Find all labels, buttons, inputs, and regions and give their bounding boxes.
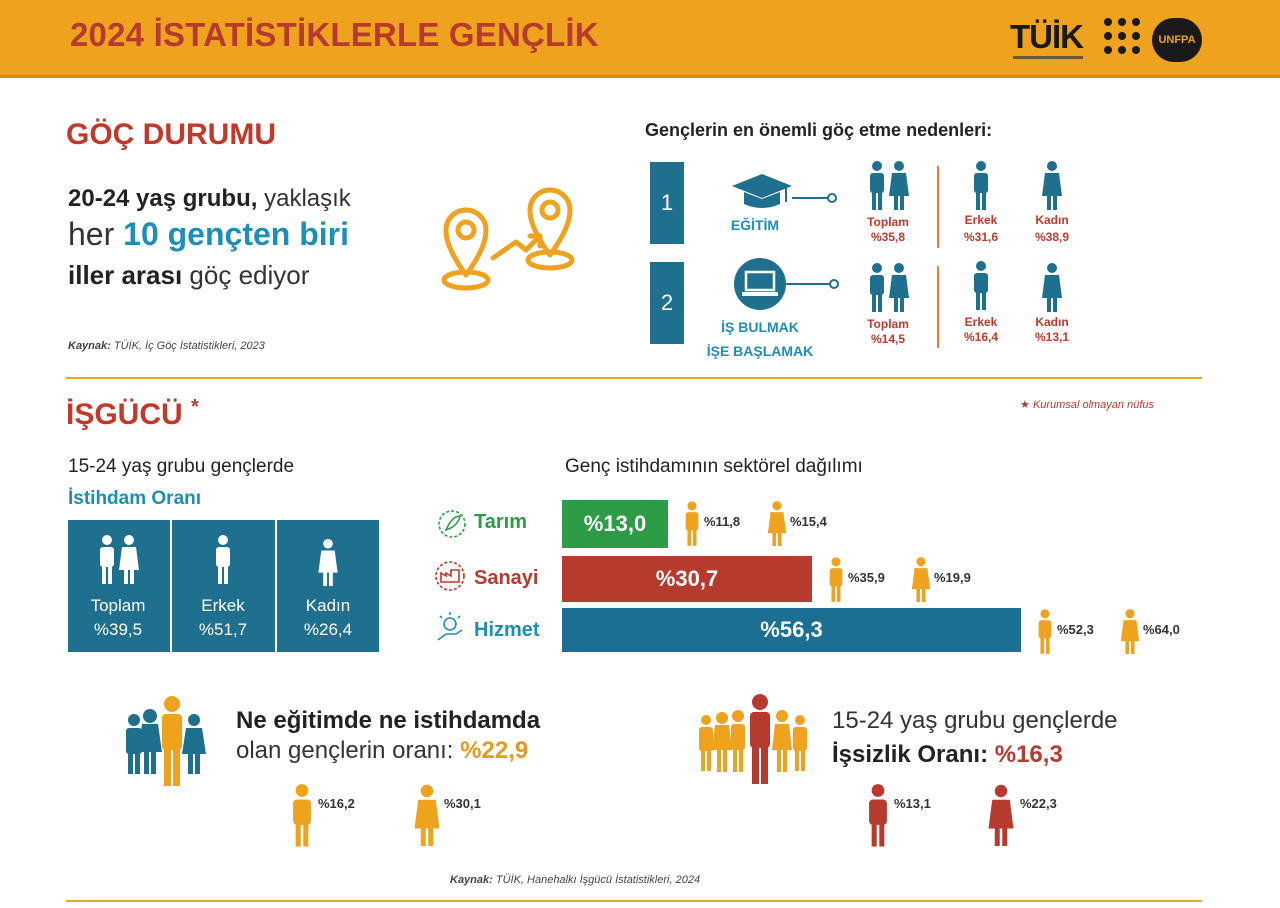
migration-line-3-bold: iller arası (68, 260, 183, 290)
reason-1-female-value: %38,9 (1034, 230, 1070, 244)
reason-2-number: 2 (650, 262, 684, 344)
reason-2-male-value: %16,4 (963, 330, 999, 344)
neet-male-value: %16,2 (318, 796, 355, 811)
reason-1-number: 1 (650, 162, 684, 244)
reason-1-total-value: %35,8 (870, 230, 906, 244)
migration-line-2-bold: 10 gençten biri (123, 216, 349, 252)
sector-male-value: %52,3 (1057, 622, 1094, 637)
male-icon (974, 161, 988, 210)
migration-line-3-rest: göç ediyor (182, 260, 310, 290)
unemployment-line-2: İşsizlik Oranı: %16,3 (832, 741, 1063, 768)
total-people-icon (870, 161, 909, 210)
map-pin-migration-icon (441, 187, 575, 291)
migration-line-2-pre: her (68, 216, 124, 252)
neet-line-2: olan gençlerin oranı: %22,9 (236, 737, 529, 764)
sector-female-value: %19,9 (934, 570, 971, 585)
service-icon (437, 612, 463, 641)
migration-line-1-rest: yaklaşık (257, 185, 351, 212)
tuik-logo-underline (1013, 56, 1083, 59)
female-icon (1042, 263, 1062, 312)
page-title: 2024 İSTATİSTİKLERLE GENÇLİK (70, 16, 599, 53)
reason-2-divider (937, 266, 939, 348)
reason-1-male-value: %31,6 (963, 230, 999, 244)
sector-male-value: %35,9 (848, 570, 885, 585)
employment-line-2: İstihdam Oranı (68, 488, 202, 509)
female-icon (1119, 608, 1141, 661)
migration-line-2: her 10 gençten biri (68, 216, 349, 253)
reasons-title: Gençlerin en önemli göç etme nedenleri: (645, 120, 993, 140)
employment-male: Erkek %51,7 (198, 596, 248, 639)
employment-box-separator (275, 520, 277, 652)
female-icon (1042, 161, 1062, 210)
male-icon (216, 535, 230, 584)
unemployment-male-value: %13,1 (894, 796, 931, 811)
group-people-icon (126, 696, 206, 786)
labor-title: İŞGÜCÜ * (66, 396, 199, 431)
industry-icon (435, 561, 465, 591)
sector-label: Hizmet (474, 619, 540, 641)
migration-title: GÖÇ DURUMU (66, 118, 276, 151)
reason-2-female-label: Kadın (1035, 315, 1069, 329)
employment-line-1: 15-24 yaş grubu gençlerde (68, 456, 295, 477)
labor-source: Kaynak: TÜİK, Hanehalkı İşgücü İstatisti… (450, 874, 701, 886)
male-icon (974, 261, 988, 310)
neet-value: %22,9 (460, 737, 529, 764)
male-icon (869, 784, 887, 847)
total-people-icon (870, 263, 909, 312)
sector-female-value: %15,4 (790, 514, 827, 529)
migration-source: Kaynak: TÜİK, İç Göç İstatistikleri, 202… (68, 340, 265, 352)
reason-1-divider (937, 166, 939, 248)
employment-female: Kadın %26,4 (303, 596, 353, 639)
female-icon (318, 538, 338, 587)
migration-line-1-bold: 20-24 yaş grubu, (68, 185, 258, 212)
sector-label: Sanayi (474, 567, 539, 589)
reason-2-total-value: %14,5 (870, 332, 906, 346)
sector-bar: %13,0 (562, 500, 668, 548)
reason-2-label-line-2: İŞE BAŞLAMAK (706, 343, 814, 359)
neet-female-value: %30,1 (444, 796, 481, 811)
reason-2-female-value: %13,1 (1034, 330, 1070, 344)
male-icon (293, 784, 311, 847)
tuik-logo: TÜİK (1010, 18, 1084, 55)
labor-note: ★ Kurumsal olmayan nüfus (1020, 399, 1154, 411)
reason-1-female-label: Kadın (1035, 213, 1069, 227)
female-icon (988, 784, 1014, 846)
sector-male-value: %11,8 (704, 514, 741, 529)
male-icon (682, 500, 702, 553)
group-people-icon (699, 694, 807, 784)
reason-1-total-label: Toplam (867, 215, 909, 229)
header-bar (0, 0, 1280, 78)
male-icon (1035, 608, 1055, 661)
bottom-divider (66, 900, 1202, 902)
laptop-icon (734, 258, 839, 310)
sector-bar: %56,3 (562, 608, 1021, 652)
sector-female-value: %64,0 (1143, 622, 1180, 637)
reason-1-male-label: Erkek (964, 213, 998, 227)
employment-total: Toplam %39,5 (90, 596, 146, 639)
migration-line-3: iller arası göç ediyor (68, 260, 309, 290)
female-icon (766, 500, 788, 553)
unfpa-logo: UNFPA (1152, 18, 1202, 62)
graduation-cap-icon (732, 174, 837, 208)
employment-box-separator (170, 520, 172, 652)
reason-2-label-line-1: İŞ BULMAK (721, 319, 799, 335)
agriculture-icon (438, 510, 466, 538)
unemployment-value: %16,3 (994, 741, 1063, 768)
female-icon (910, 556, 932, 609)
sector-title: Genç istihdamının sektörel dağılımı (565, 456, 863, 477)
unfpa-dots-icon (1104, 18, 1140, 54)
migration-line-1: 20-24 yaş grubu, yaklaşık (68, 184, 351, 214)
reason-2-male-label: Erkek (964, 315, 998, 329)
total-people-icon (100, 535, 139, 584)
reason-1-label: EĞİTİM (730, 217, 780, 233)
male-icon (826, 556, 846, 609)
section-divider (66, 377, 1202, 379)
unemployment-line-1: 15-24 yaş grubu gençlerde (832, 707, 1118, 734)
neet-line-1: Ne eğitimde ne istihdamda (236, 707, 541, 734)
sector-label: Tarım (474, 511, 527, 533)
unemployment-female-value: %22,3 (1020, 796, 1057, 811)
female-icon (414, 784, 440, 846)
sector-bar: %30,7 (562, 556, 812, 602)
reason-2-total-label: Toplam (867, 317, 909, 331)
